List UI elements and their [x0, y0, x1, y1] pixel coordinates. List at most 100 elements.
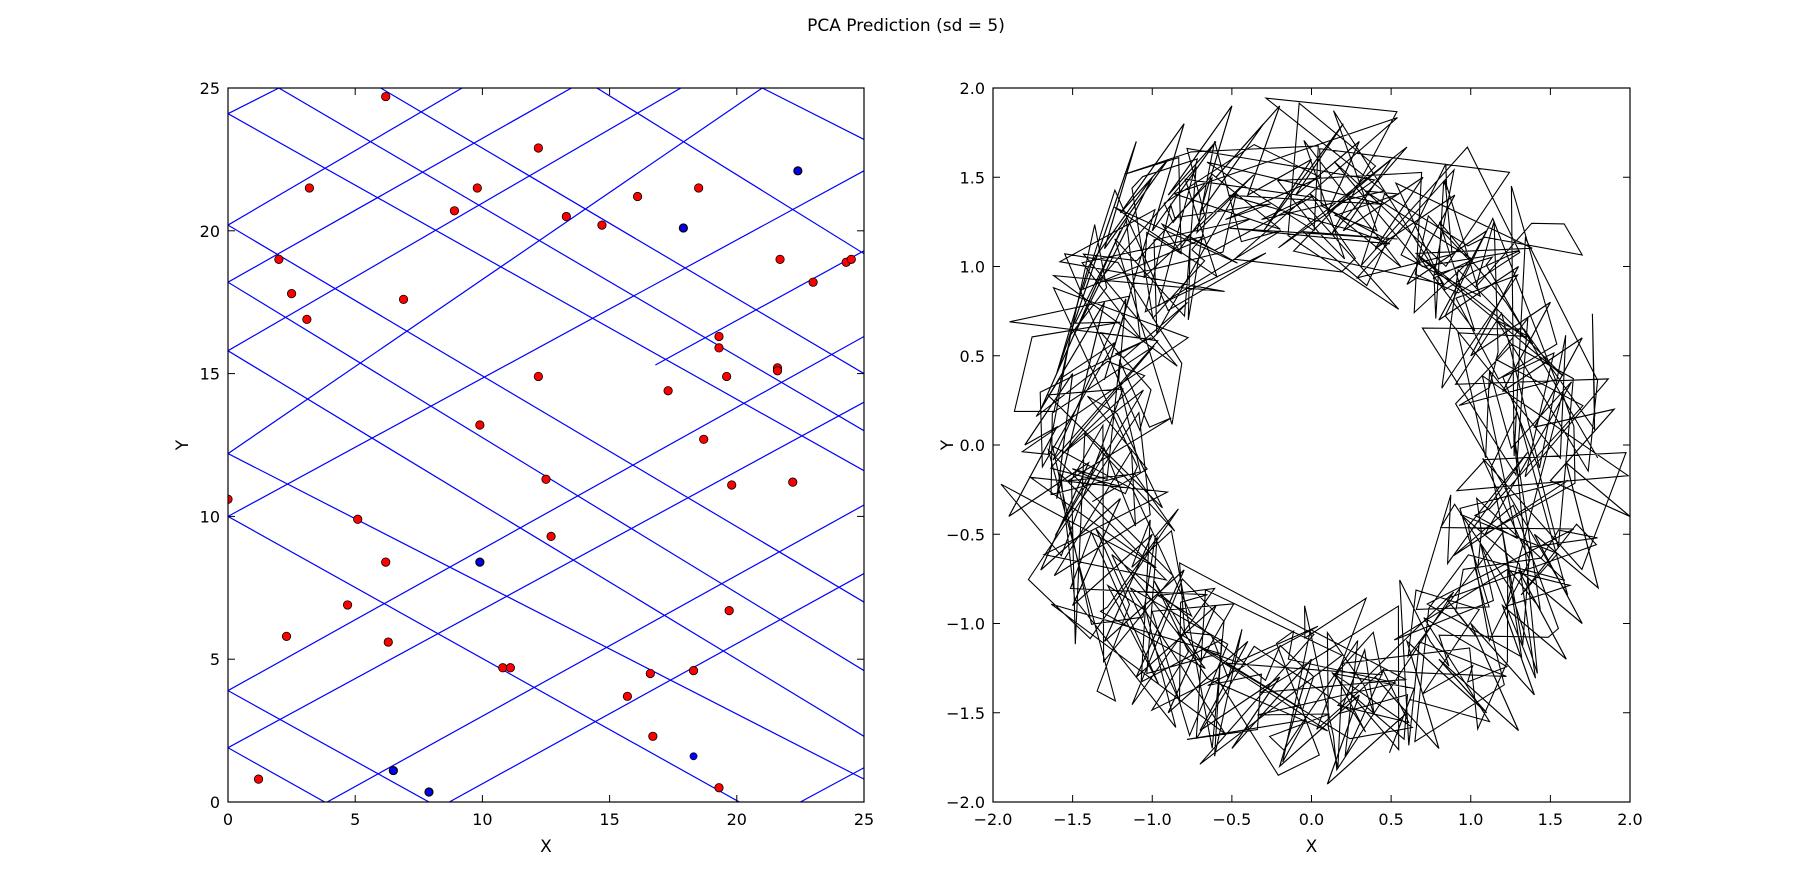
data-point — [688, 666, 699, 676]
path-line — [228, 224, 864, 603]
data-point — [449, 206, 460, 216]
path-line — [228, 690, 430, 802]
path-line — [655, 250, 864, 366]
data-point — [381, 91, 391, 102]
data-point — [472, 183, 482, 193]
path-line — [596, 88, 864, 255]
data-point — [645, 668, 655, 679]
data-point — [381, 557, 391, 567]
path-line — [278, 88, 864, 432]
x-tick-label: 25 — [854, 810, 874, 829]
data-point — [383, 637, 393, 647]
path-line — [228, 88, 763, 455]
x-tick-label: 10 — [472, 810, 492, 829]
data-point — [597, 220, 607, 230]
data-point — [541, 474, 551, 484]
x-tick-label: 0.0 — [1299, 810, 1324, 829]
data-point — [788, 477, 798, 487]
path-line — [228, 88, 682, 352]
x-tick-label: 20 — [727, 810, 747, 829]
path-line — [228, 88, 572, 283]
x-tick-label: −2.0 — [974, 810, 1013, 829]
highlight-point — [425, 788, 433, 796]
x-tick-label: −0.5 — [1212, 810, 1251, 829]
y-tick-label: 0.5 — [960, 347, 985, 366]
data-point — [533, 371, 543, 382]
axes-frame — [992, 87, 1631, 803]
path-line — [761, 88, 864, 140]
plot-area — [228, 88, 864, 802]
x-tick-label: 1.5 — [1538, 810, 1563, 829]
x-tick-label: 15 — [599, 810, 619, 829]
y-tick-label: −2.0 — [946, 793, 985, 812]
y-tick-label: −1.5 — [946, 704, 985, 723]
highlight-point — [689, 752, 698, 761]
axes-frame — [227, 87, 865, 803]
data-point — [561, 211, 571, 222]
y-tick-label: 1.0 — [960, 258, 985, 277]
y-axis-label: Y — [938, 439, 958, 451]
path-line — [228, 335, 864, 692]
data-point — [772, 366, 783, 376]
y-tick-label: 0 — [210, 793, 220, 812]
data-point — [353, 514, 363, 524]
y-tick-label: −1.0 — [946, 615, 985, 634]
path-line — [228, 401, 864, 749]
x-axis-label: X — [1306, 837, 1318, 857]
path-line — [326, 504, 864, 802]
data-point — [342, 600, 353, 610]
data-point — [475, 420, 485, 430]
data-point — [663, 386, 673, 396]
path-line — [449, 572, 864, 802]
x-tick-label: 0 — [223, 810, 233, 829]
data-point — [714, 343, 724, 353]
data-point — [775, 254, 785, 264]
data-point — [274, 254, 284, 264]
plot-area — [1000, 97, 1630, 785]
data-point — [304, 183, 315, 193]
data-point — [714, 783, 724, 793]
path-line — [228, 350, 864, 737]
y-tick-label: 2.0 — [960, 79, 985, 98]
highlight-point — [679, 224, 688, 232]
path-line — [228, 747, 325, 802]
y-tick-label: 15 — [200, 365, 220, 384]
path-line — [800, 767, 864, 802]
path-line — [228, 88, 463, 226]
data-point — [505, 663, 515, 673]
highlight-point — [475, 558, 484, 566]
x-tick-label: 1.0 — [1458, 810, 1483, 829]
highlight-point — [793, 166, 802, 175]
data-point — [253, 774, 264, 784]
data-point — [286, 289, 297, 299]
figure-title: PCA Prediction (sd = 5) — [807, 16, 1005, 36]
y-tick-label: 25 — [200, 79, 220, 98]
x-tick-label: −1.0 — [1133, 810, 1172, 829]
y-axis-label: Y — [173, 439, 193, 451]
left-scatter-plot: 0 5 10 15 20 25 0 5 10 15 20 25 X Y — [173, 79, 874, 857]
path-line — [228, 113, 864, 472]
data-point — [632, 191, 643, 202]
data-point — [622, 691, 633, 701]
data-point — [722, 371, 732, 382]
data-point — [724, 606, 734, 616]
data-point — [727, 480, 737, 490]
path-line — [380, 88, 864, 375]
y-tick-label: 1.5 — [960, 168, 985, 187]
x-tick-label: 5 — [350, 810, 360, 829]
path-line — [228, 88, 280, 115]
data-point — [694, 183, 704, 193]
x-tick-label: 2.0 — [1617, 810, 1642, 829]
data-point — [846, 254, 856, 264]
x-axis-label: X — [540, 837, 552, 857]
path-line — [228, 453, 864, 780]
path-line — [228, 515, 740, 802]
y-tick-label: 5 — [210, 650, 220, 669]
data-point — [546, 531, 556, 541]
y-tick-label: 10 — [200, 507, 220, 526]
right-trajectory-plot: −2.0 −1.5 −1.0 −0.5 0.0 0.5 1.0 1.5 2.0 −2.0 −1.5 −… — [938, 79, 1643, 857]
x-tick-label: 0.5 — [1378, 810, 1403, 829]
trajectory-line-noise — [1000, 97, 1630, 777]
y-tick-label: 0.0 — [960, 436, 985, 455]
data-point — [699, 434, 709, 444]
